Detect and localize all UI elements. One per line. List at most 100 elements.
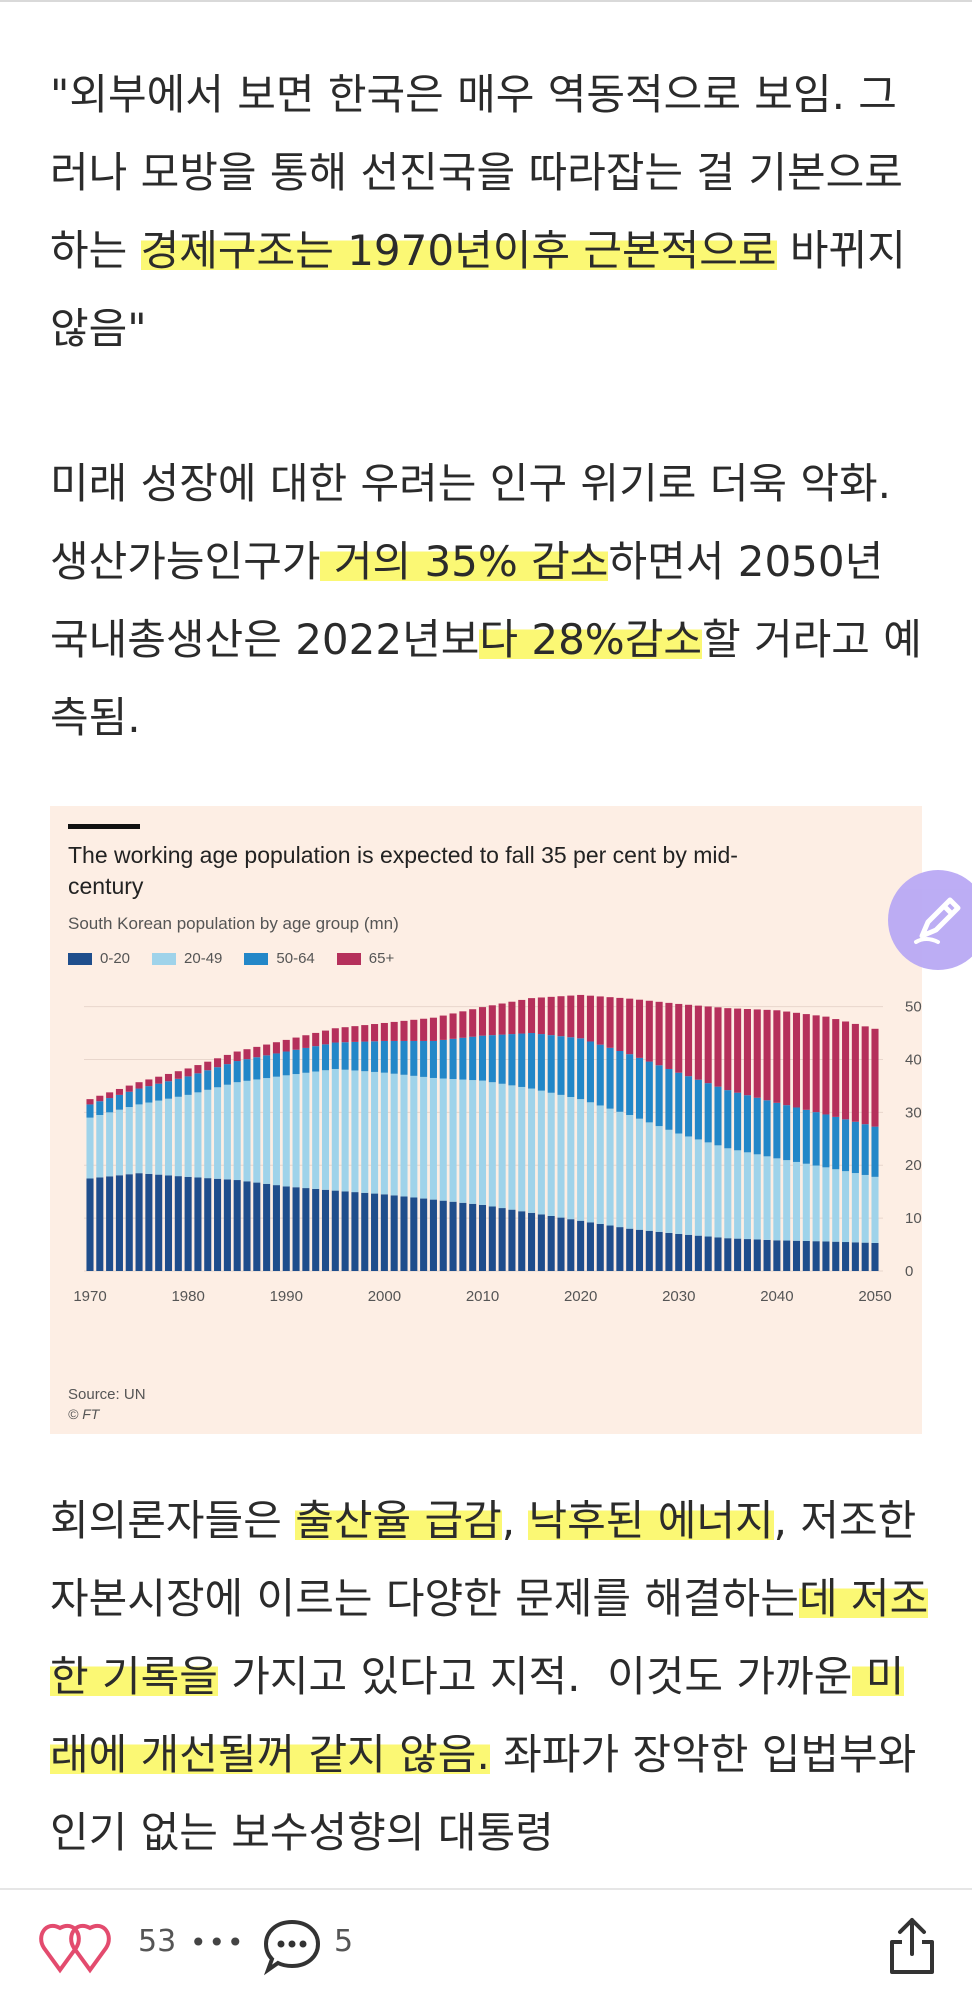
x-tick-label: 1970: [73, 1288, 106, 1305]
bar-50-64-1978: [164, 1081, 173, 1099]
bar-20-49-2035: [724, 1148, 732, 1239]
bar-0-20-2040: [773, 1240, 781, 1271]
bar-65+-2028: [655, 1001, 663, 1066]
bar-0-20-1981: [194, 1177, 202, 1271]
bar-50-64-2050: [871, 1126, 879, 1177]
bar-65+-1972: [106, 1092, 114, 1099]
bar-20-49-1991: [292, 1074, 300, 1188]
bar-65+-1973: [115, 1088, 123, 1095]
bar-65+-2003: [410, 1019, 418, 1041]
bar-65+-2004: [420, 1018, 428, 1041]
x-tick-label: 1990: [270, 1288, 303, 1305]
bar-20-49-1999: [371, 1071, 379, 1194]
bar-20-49-2042: [792, 1161, 801, 1241]
bar-20-49-1990: [282, 1075, 290, 1187]
bar-20-49-2034: [714, 1145, 722, 1238]
bar-20-49-1979: [174, 1096, 182, 1177]
bar-65+-2006: [439, 1015, 447, 1040]
bar-20-49-1993: [312, 1071, 320, 1189]
bar-0-20-1980: [184, 1176, 192, 1271]
x-tick-label: 1980: [171, 1288, 204, 1305]
edit-button[interactable]: [888, 870, 972, 970]
legend-item-50-64: 50-64: [244, 950, 315, 967]
bar-50-64-1986: [243, 1059, 251, 1081]
bar-65+-2021: [586, 995, 594, 1042]
bar-65+-1987: [253, 1046, 261, 1058]
bar-20-49-1974: [125, 1107, 133, 1175]
bar-65+-1986: [243, 1049, 251, 1060]
share-icon: [890, 1918, 934, 1974]
more-options-button[interactable]: •••: [190, 1926, 246, 1959]
bar-50-64-2040: [773, 1102, 781, 1159]
bar-20-49-2020: [577, 1099, 585, 1221]
bar-20-49-2043: [802, 1163, 810, 1241]
bar-65+-2013: [508, 1001, 516, 1035]
bar-0-20-2002: [400, 1196, 408, 1271]
bar-65+-2005: [429, 1017, 437, 1041]
bar-0-20-2022: [596, 1223, 604, 1271]
bar-20-49-2022: [596, 1105, 604, 1224]
chart-rule: [68, 824, 140, 829]
bar-0-20-2018: [557, 1217, 565, 1271]
bar-50-64-1980: [184, 1076, 192, 1095]
population-chart: The working age population is expected t…: [50, 806, 922, 1434]
bar-0-20-1983: [214, 1178, 222, 1271]
bar-50-64-1984: [223, 1064, 231, 1085]
bar-0-20-2017: [547, 1216, 555, 1271]
bar-20-49-1980: [184, 1094, 192, 1177]
bar-50-64-2034: [714, 1086, 722, 1146]
bar-0-20-2036: [734, 1238, 742, 1271]
bar-0-20-2031: [685, 1234, 693, 1271]
bar-20-49-2031: [685, 1136, 693, 1235]
bar-20-49-1978: [164, 1098, 173, 1176]
like-button[interactable]: [38, 1916, 122, 1976]
bar-65+-2011: [488, 1005, 496, 1036]
bar-0-20-1984: [223, 1179, 231, 1271]
bar-65+-1976: [145, 1079, 153, 1087]
bar-65+-1975: [135, 1082, 143, 1089]
chart-title: The working age population is expected t…: [68, 842, 738, 899]
x-tick-label: 2000: [368, 1288, 401, 1305]
bar-0-20-2046: [832, 1241, 840, 1271]
bar-50-64-1999: [371, 1041, 379, 1072]
comment-button[interactable]: [262, 1916, 322, 1976]
bar-50-64-2035: [724, 1090, 732, 1149]
chart-legend: 0-20 20-49 50-64 65+: [68, 950, 394, 967]
bar-20-49-2047: [842, 1171, 850, 1243]
bar-0-20-2039: [763, 1239, 771, 1271]
bar-50-64-2028: [655, 1065, 663, 1127]
bar-50-64-1990: [282, 1051, 290, 1076]
bar-20-49-2005: [429, 1077, 437, 1200]
bar-50-64-2011: [488, 1035, 496, 1083]
bar-65+-2044: [812, 1015, 820, 1113]
bar-20-49-2004: [420, 1076, 428, 1199]
bar-0-20-2021: [586, 1222, 594, 1271]
bar-50-64-2030: [675, 1072, 683, 1134]
bar-50-64-1995: [331, 1042, 339, 1069]
y-tick-label: 40: [905, 1051, 922, 1068]
bar-50-64-2037: [743, 1095, 751, 1153]
bar-65+-1993: [312, 1032, 320, 1047]
bar-20-49-2024: [616, 1111, 624, 1228]
bar-65+-1970: [86, 1099, 94, 1105]
bar-50-64-2036: [734, 1092, 742, 1151]
bar-0-20-2006: [439, 1200, 447, 1271]
bar-50-64-2007: [449, 1038, 457, 1080]
bar-50-64-2031: [685, 1076, 693, 1137]
bar-0-20-1989: [272, 1185, 280, 1271]
share-button[interactable]: [884, 1914, 940, 1978]
bar-50-64-1998: [361, 1041, 369, 1072]
bar-20-49-1970: [86, 1117, 94, 1179]
bar-20-49-2010: [478, 1080, 487, 1205]
bar-65+-2045: [822, 1016, 830, 1115]
bar-50-64-2025: [626, 1054, 634, 1115]
bar-65+-1984: [223, 1054, 231, 1065]
y-tick-label: 20: [905, 1157, 922, 1174]
bar-65+-2033: [704, 1006, 712, 1084]
bar-20-49-1983: [214, 1087, 222, 1179]
bar-0-20-1971: [96, 1177, 104, 1271]
bar-20-49-2016: [537, 1090, 545, 1215]
bar-50-64-1992: [302, 1047, 310, 1073]
bar-65+-1985: [233, 1051, 241, 1062]
